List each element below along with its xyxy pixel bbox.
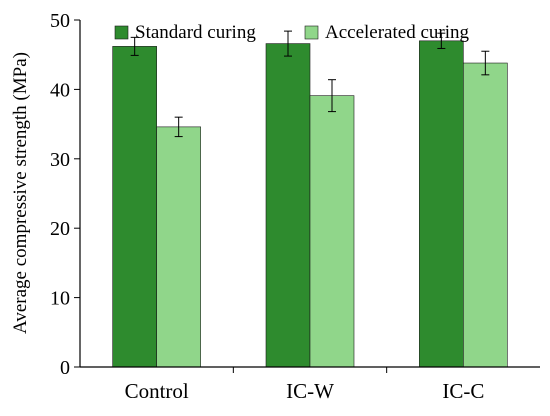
bar-ic-c-series-2 [463,62,508,368]
legend-swatch-series-2 [304,25,319,40]
bar-ic-c-series-1 [419,40,464,368]
error-bar-control-series-1 [130,36,139,56]
legend: Standard curing Accelerated curing [114,22,469,43]
bar-ic-w-series-1 [265,43,311,368]
y-tick-label: 0 [60,357,70,379]
error-bar-ic-c-series-1 [437,32,446,49]
error-bar-ic-c-series-2 [481,50,490,76]
bar-control-series-2 [156,126,201,368]
x-tick-label: Control [125,379,189,403]
plot-area: Control IC-W IC-C 0 10 20 30 40 50 [50,10,540,403]
y-tick-label: 20 [50,218,70,240]
error-bar-ic-w-series-2 [328,79,336,113]
legend-label-series-1: Standard curing [135,22,256,43]
x-tick-label: IC-W [286,379,334,403]
error-bar-control-series-2 [174,116,183,138]
y-tick-label: 30 [50,149,70,171]
x-tick-label: IC-C [442,379,484,403]
y-tick-label: 40 [50,79,70,101]
legend-label-series-2: Accelerated curing [325,22,469,43]
legend-swatch-series-1 [114,25,129,40]
bar-control-series-1 [112,46,157,368]
error-bar-ic-w-series-1 [284,30,292,57]
y-axis-title: Average compressive strength (MPa) [10,52,31,334]
bar-ic-w-series-2 [309,95,355,368]
y-tick-label: 50 [50,10,70,32]
y-tick-label: 10 [50,288,70,310]
